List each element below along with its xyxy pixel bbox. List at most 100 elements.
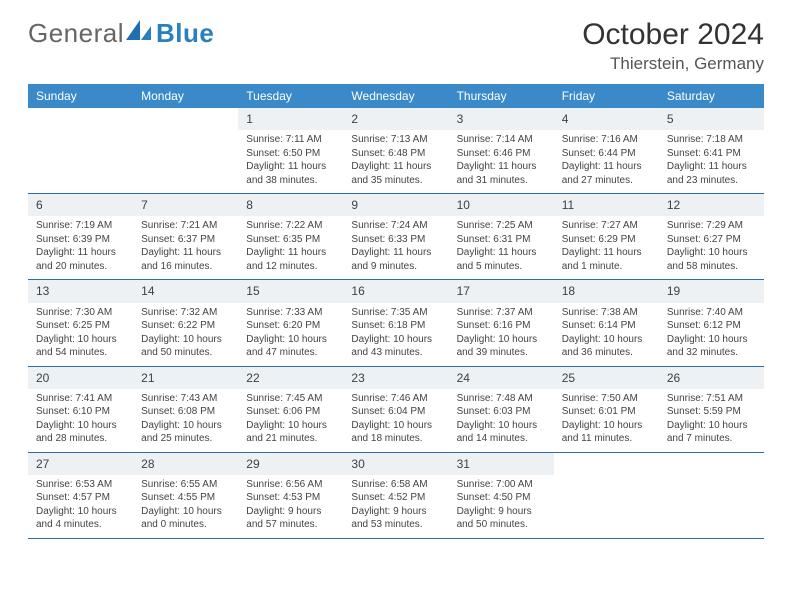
- day-number: 23: [343, 367, 448, 389]
- calendar-day-cell: 19Sunrise: 7:40 AMSunset: 6:12 PMDayligh…: [659, 280, 764, 366]
- day-number: 7: [133, 194, 238, 216]
- day-number: 3: [449, 108, 554, 130]
- calendar-page: General Blue October 2024 Thierstein, Ge…: [0, 0, 792, 557]
- daylight-line: Daylight: 11 hours and 20 minutes.: [36, 246, 125, 273]
- daylight-line: Daylight: 11 hours and 1 minute.: [562, 246, 651, 273]
- calendar-day-cell: ..: [28, 108, 133, 194]
- sunset-line: Sunset: 6:06 PM: [246, 405, 335, 419]
- daylight-line: Daylight: 10 hours and 25 minutes.: [141, 419, 230, 446]
- calendar-day-cell: 25Sunrise: 7:50 AMSunset: 6:01 PMDayligh…: [554, 366, 659, 452]
- daylight-line: Daylight: 10 hours and 7 minutes.: [667, 419, 756, 446]
- sunset-line: Sunset: 6:18 PM: [351, 319, 440, 333]
- brand-text-general: General: [28, 18, 124, 49]
- day-detail: Sunrise: 7:41 AMSunset: 6:10 PMDaylight:…: [28, 389, 133, 452]
- sunrise-line: Sunrise: 7:30 AM: [36, 306, 125, 320]
- title-block: October 2024 Thierstein, Germany: [582, 18, 764, 74]
- daylight-line: Daylight: 11 hours and 12 minutes.: [246, 246, 335, 273]
- calendar-day-cell: 23Sunrise: 7:46 AMSunset: 6:04 PMDayligh…: [343, 366, 448, 452]
- sunset-line: Sunset: 6:12 PM: [667, 319, 756, 333]
- day-detail: Sunrise: 7:48 AMSunset: 6:03 PMDaylight:…: [449, 389, 554, 452]
- daylight-line: Daylight: 10 hours and 11 minutes.: [562, 419, 651, 446]
- sunrise-line: Sunrise: 7:11 AM: [246, 133, 335, 147]
- calendar-day-cell: 14 Sunrise: 7:32 AMSunset: 6:22 PMDayligh…: [133, 280, 238, 366]
- daylight-line: Daylight: 10 hours and 50 minutes.: [141, 333, 230, 360]
- month-title: October 2024: [582, 18, 764, 52]
- sunset-line: Sunset: 6:31 PM: [457, 233, 546, 247]
- daylight-line: Daylight: 10 hours and 39 minutes.: [457, 333, 546, 360]
- day-number: 17: [449, 280, 554, 302]
- daylight-line: Daylight: 9 hours and 57 minutes.: [246, 505, 335, 532]
- day-number: 28: [133, 453, 238, 475]
- calendar-day-cell: 24Sunrise: 7:48 AMSunset: 6:03 PMDayligh…: [449, 366, 554, 452]
- daylight-line: Daylight: 9 hours and 53 minutes.: [351, 505, 440, 532]
- day-detail: Sunrise: 7:25 AMSunset: 6:31 PMDaylight:…: [449, 216, 554, 279]
- sunrise-line: Sunrise: 7:14 AM: [457, 133, 546, 147]
- day-number: 22: [238, 367, 343, 389]
- daylight-line: Daylight: 10 hours and 0 minutes.: [141, 505, 230, 532]
- sunset-line: Sunset: 6:44 PM: [562, 147, 651, 161]
- sunrise-line: Sunrise: 7:51 AM: [667, 392, 756, 406]
- calendar-day-cell: 9Sunrise: 7:24 AMSunset: 6:33 PMDaylight…: [343, 194, 448, 280]
- day-detail: Sunrise: 7:33 AMSunset: 6:20 PMDaylight:…: [238, 303, 343, 366]
- daylight-line: Daylight: 10 hours and 54 minutes.: [36, 333, 125, 360]
- daylight-line: Daylight: 11 hours and 31 minutes.: [457, 160, 546, 187]
- day-number: 30: [343, 453, 448, 475]
- day-detail: Sunrise: 7:46 AMSunset: 6:04 PMDaylight:…: [343, 389, 448, 452]
- day-detail: Sunrise: 7:22 AMSunset: 6:35 PMDaylight:…: [238, 216, 343, 279]
- sunrise-line: Sunrise: 7:33 AM: [246, 306, 335, 320]
- day-detail: Sunrise: 6:55 AMSunset: 4:55 PMDaylight:…: [133, 475, 238, 538]
- sunrise-line: Sunrise: 7:41 AM: [36, 392, 125, 406]
- daylight-line: Daylight: 10 hours and 43 minutes.: [351, 333, 440, 360]
- day-number: 5: [659, 108, 764, 130]
- sunrise-line: Sunrise: 7:16 AM: [562, 133, 651, 147]
- daylight-line: Daylight: 11 hours and 23 minutes.: [667, 160, 756, 187]
- sunset-line: Sunset: 4:53 PM: [246, 491, 335, 505]
- calendar-day-cell: ..: [133, 108, 238, 194]
- day-detail: Sunrise: 7:18 AMSunset: 6:41 PMDaylight:…: [659, 130, 764, 193]
- brand-text-blue: Blue: [156, 18, 214, 49]
- day-number: 24: [449, 367, 554, 389]
- calendar-day-cell: 10Sunrise: 7:25 AMSunset: 6:31 PMDayligh…: [449, 194, 554, 280]
- day-number: 16: [343, 280, 448, 302]
- sunrise-line: Sunrise: 7:19 AM: [36, 219, 125, 233]
- day-detail: Sunrise: 7:50 AMSunset: 6:01 PMDaylight:…: [554, 389, 659, 452]
- daylight-line: Daylight: 10 hours and 21 minutes.: [246, 419, 335, 446]
- weekday-header-cell: Tuesday: [238, 84, 343, 108]
- daylight-line: Daylight: 11 hours and 5 minutes.: [457, 246, 546, 273]
- day-detail: Sunrise: 7:51 AMSunset: 5:59 PMDaylight:…: [659, 389, 764, 452]
- sunrise-line: Sunrise: 7:18 AM: [667, 133, 756, 147]
- calendar-day-cell: 12Sunrise: 7:29 AMSunset: 6:27 PMDayligh…: [659, 194, 764, 280]
- daylight-line: Daylight: 11 hours and 38 minutes.: [246, 160, 335, 187]
- daylight-line: Daylight: 9 hours and 50 minutes.: [457, 505, 546, 532]
- sunset-line: Sunset: 6:48 PM: [351, 147, 440, 161]
- calendar-day-cell: 13Sunrise: 7:30 AMSunset: 6:25 PMDayligh…: [28, 280, 133, 366]
- day-number: 26: [659, 367, 764, 389]
- sunset-line: Sunset: 6:22 PM: [141, 319, 230, 333]
- daylight-line: Daylight: 10 hours and 4 minutes.: [36, 505, 125, 532]
- sunrise-line: Sunrise: 7:13 AM: [351, 133, 440, 147]
- day-number: 14: [133, 280, 238, 302]
- calendar-day-cell: 16 Sunrise: 7:35 AMSunset: 6:18 PMDayligh…: [343, 280, 448, 366]
- calendar-day-cell: 1Sunrise: 7:11 AMSunset: 6:50 PMDaylight…: [238, 108, 343, 194]
- sunrise-line: Sunrise: 7:45 AM: [246, 392, 335, 406]
- day-detail: Sunrise: 7:38 AMSunset: 6:14 PMDaylight:…: [554, 303, 659, 366]
- day-number: 18: [554, 280, 659, 302]
- sunrise-line: Sunrise: 7:35 AM: [351, 306, 440, 320]
- weekday-header-cell: Monday: [133, 84, 238, 108]
- sunrise-line: Sunrise: 7:32 AM: [141, 306, 230, 320]
- calendar-day-cell: 30Sunrise: 6:58 AMSunset: 4:52 PMDayligh…: [343, 452, 448, 538]
- sunrise-line: Sunrise: 7:21 AM: [141, 219, 230, 233]
- sunrise-line: Sunrise: 6:55 AM: [141, 478, 230, 492]
- sunset-line: Sunset: 6:14 PM: [562, 319, 651, 333]
- sunset-line: Sunset: 4:55 PM: [141, 491, 230, 505]
- sunset-line: Sunset: 6:04 PM: [351, 405, 440, 419]
- calendar-day-cell: 15Sunrise: 7:33 AMSunset: 6:20 PMDayligh…: [238, 280, 343, 366]
- day-detail: Sunrise: 7:45 AMSunset: 6:06 PMDaylight:…: [238, 389, 343, 452]
- sunset-line: Sunset: 6:50 PM: [246, 147, 335, 161]
- sunset-line: Sunset: 6:08 PM: [141, 405, 230, 419]
- sunrise-line: Sunrise: 7:24 AM: [351, 219, 440, 233]
- calendar-day-cell: 27Sunrise: 6:53 AMSunset: 4:57 PMDayligh…: [28, 452, 133, 538]
- calendar-table: SundayMondayTuesdayWednesdayThursdayFrid…: [28, 84, 764, 539]
- day-number: 25: [554, 367, 659, 389]
- day-detail: Sunrise: 7:13 AMSunset: 6:48 PMDaylight:…: [343, 130, 448, 193]
